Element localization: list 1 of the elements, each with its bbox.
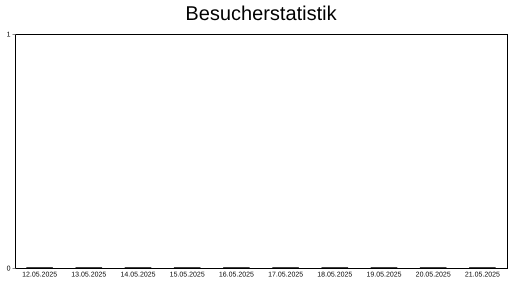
chart-title: Besucherstatistik: [185, 3, 338, 25]
